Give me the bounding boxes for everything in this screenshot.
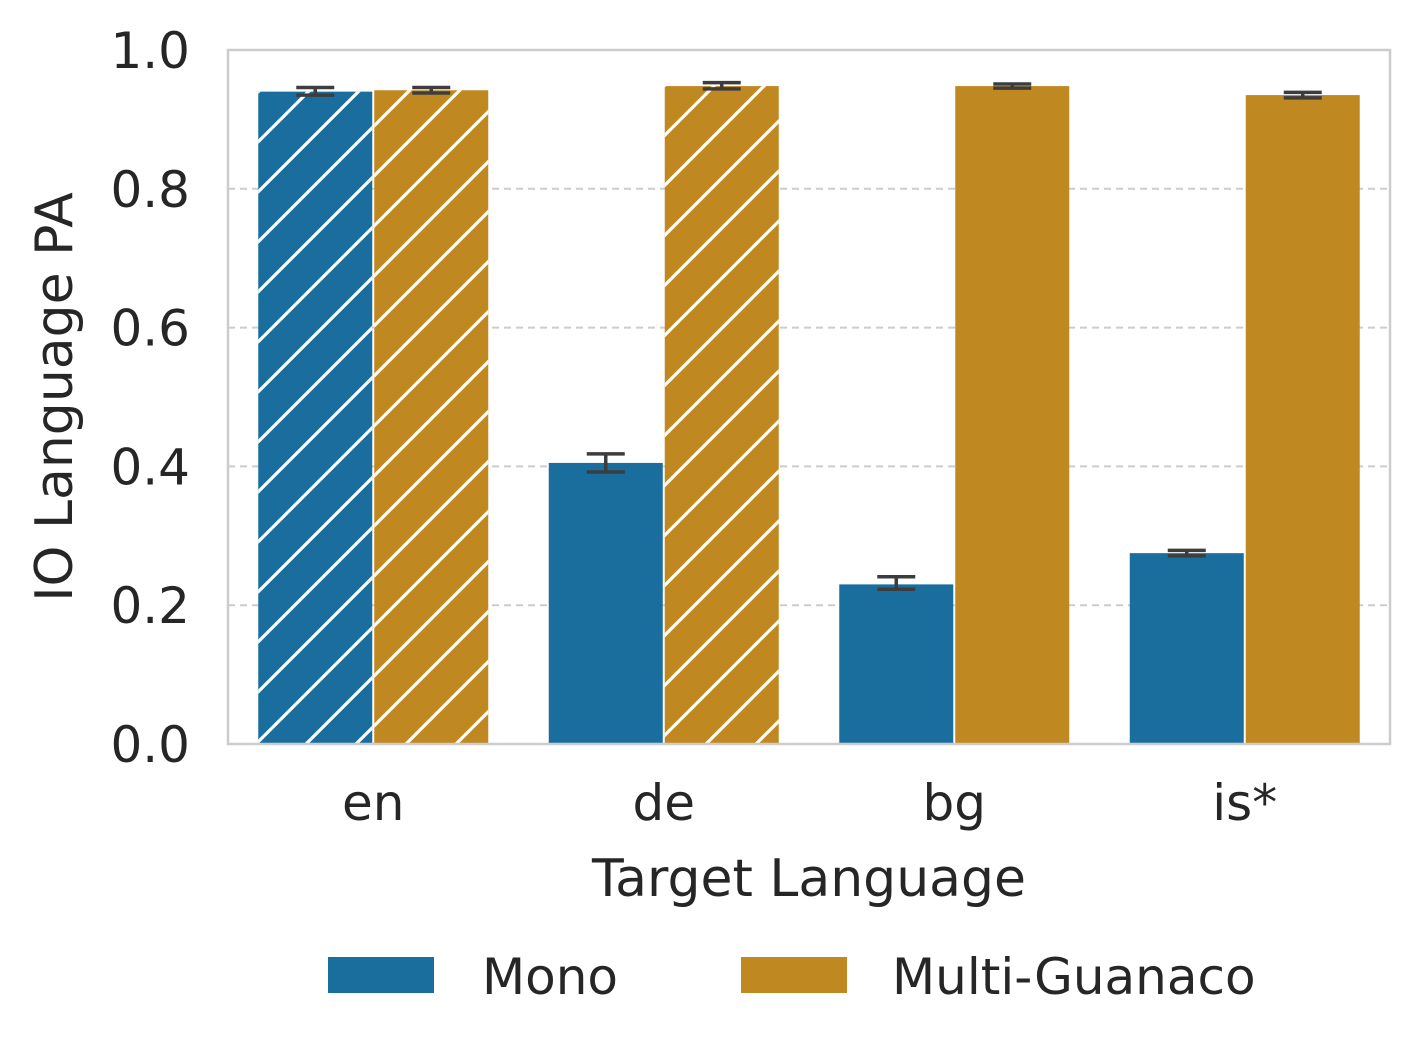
error-bar-mono-de — [586, 452, 625, 474]
legend-label-mono: Mono — [482, 948, 618, 1006]
legend-swatch-mono — [328, 957, 434, 993]
bar-multi-guanaco-bg — [955, 86, 1070, 744]
x-tick-label: is* — [1212, 774, 1277, 832]
error-bar-mono-is — [1167, 548, 1206, 558]
plot-frame — [226, 48, 1392, 746]
bars-group — [258, 86, 1360, 745]
x-tick-label: de — [633, 774, 696, 832]
error-bar-multi-guanaco-de — [702, 80, 741, 91]
y-tick-label: 0.6 — [110, 300, 190, 358]
error-bar-mono-en — [296, 85, 335, 97]
y-tick-label: 0.4 — [110, 438, 190, 496]
error-bar-mono-bg — [877, 574, 916, 591]
bar-mono-de — [548, 462, 663, 744]
error-bar-multi-guanaco-en — [412, 85, 451, 95]
error-bar-multi-guanaco-bg — [993, 82, 1032, 90]
bar-hatch-multi-guanaco-en — [374, 90, 489, 744]
bar-hatch-mono-en — [258, 91, 373, 744]
x-axis-label: Target Language — [591, 849, 1026, 909]
legend-swatch-multi-guanaco — [741, 957, 847, 993]
bar-hatch-multi-guanaco-de — [664, 86, 779, 744]
error-bars-group — [296, 80, 1322, 591]
y-tick-labels: 0.0 0.2 0.4 0.6 0.8 1.0 — [110, 22, 190, 774]
y-tick-label: 0.0 — [110, 716, 190, 774]
y-axis-label: IO Language PA — [25, 192, 85, 602]
y-tick-label: 0.2 — [110, 577, 190, 635]
x-tick-labels: en de bg is* — [342, 774, 1277, 832]
bar-multi-guanaco-is — [1245, 95, 1360, 745]
error-bar-multi-guanaco-is — [1283, 90, 1322, 100]
y-tick-label: 1.0 — [110, 22, 190, 80]
x-tick-label: bg — [923, 774, 986, 832]
bar-mono-is — [1129, 553, 1244, 744]
legend: Mono Multi-Guanaco — [328, 948, 1256, 1006]
bar-mono-bg — [839, 584, 954, 744]
x-tick-label: en — [342, 774, 404, 832]
legend-label-multi-guanaco: Multi-Guanaco — [892, 948, 1256, 1006]
y-tick-label: 0.8 — [110, 161, 190, 219]
